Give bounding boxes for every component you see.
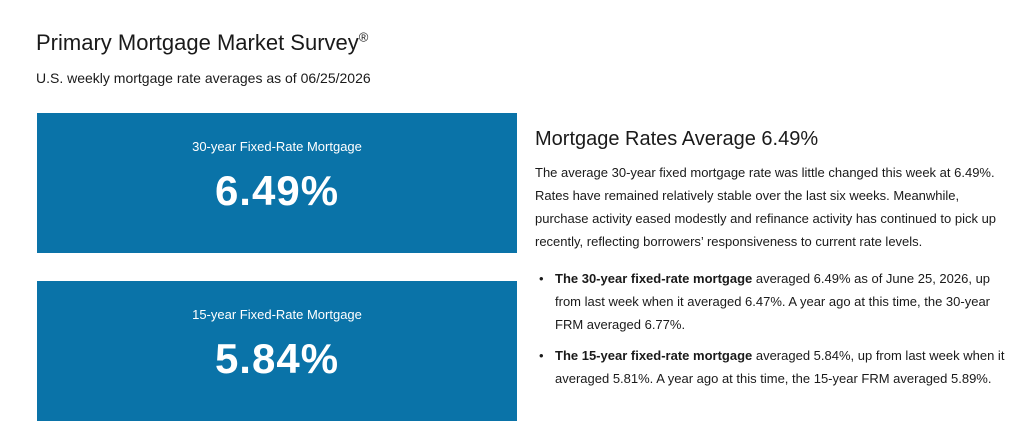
rate-card-value: 6.49% [214,167,340,214]
rate-card-15-year: 15-year Fixed-Rate Mortgage 5.84% [37,281,517,421]
bullet-bold-text: The 15-year fixed-rate mortgage [555,348,753,363]
rate-card-30-year: 30-year Fixed-Rate Mortgage 6.49% [37,113,517,253]
rate-card-label: 15-year Fixed-Rate Mortgage [192,307,362,322]
summary-body: The average 30-year fixed mortgage rate … [535,165,997,249]
summary-heading: Mortgage Rates Average 6.49% [535,128,819,150]
list-item: • The 15-year fixed-rate mortgage averag… [535,344,1010,390]
bullet-icon: • [539,271,544,286]
registered-mark: ® [358,29,369,45]
page-subtitle: U.S. weekly mortgage rate averages as of… [36,70,371,86]
bullet-text: averaged 5.84%, up from last week when i… [555,348,1005,386]
bullet-bold-text: The 30-year fixed-rate mortgage [555,271,753,286]
bullet-text: averaged 6.49% as of June 25, 2026, up f… [555,271,991,332]
list-item: • The 30-year fixed-rate mortgage averag… [535,267,1010,336]
page-title: Primary Mortgage Market Survey® [36,30,368,56]
rate-card-value: 5.84% [214,335,340,382]
page-title-text: Primary Mortgage Market Survey [36,30,359,55]
rate-card-label: 30-year Fixed-Rate Mortgage [192,139,362,154]
summary-bullet-list: • The 30-year fixed-rate mortgage averag… [535,267,1010,390]
summary-section: Mortgage Rates Average 6.49% The average… [535,128,1010,398]
bullet-icon: • [539,348,544,363]
